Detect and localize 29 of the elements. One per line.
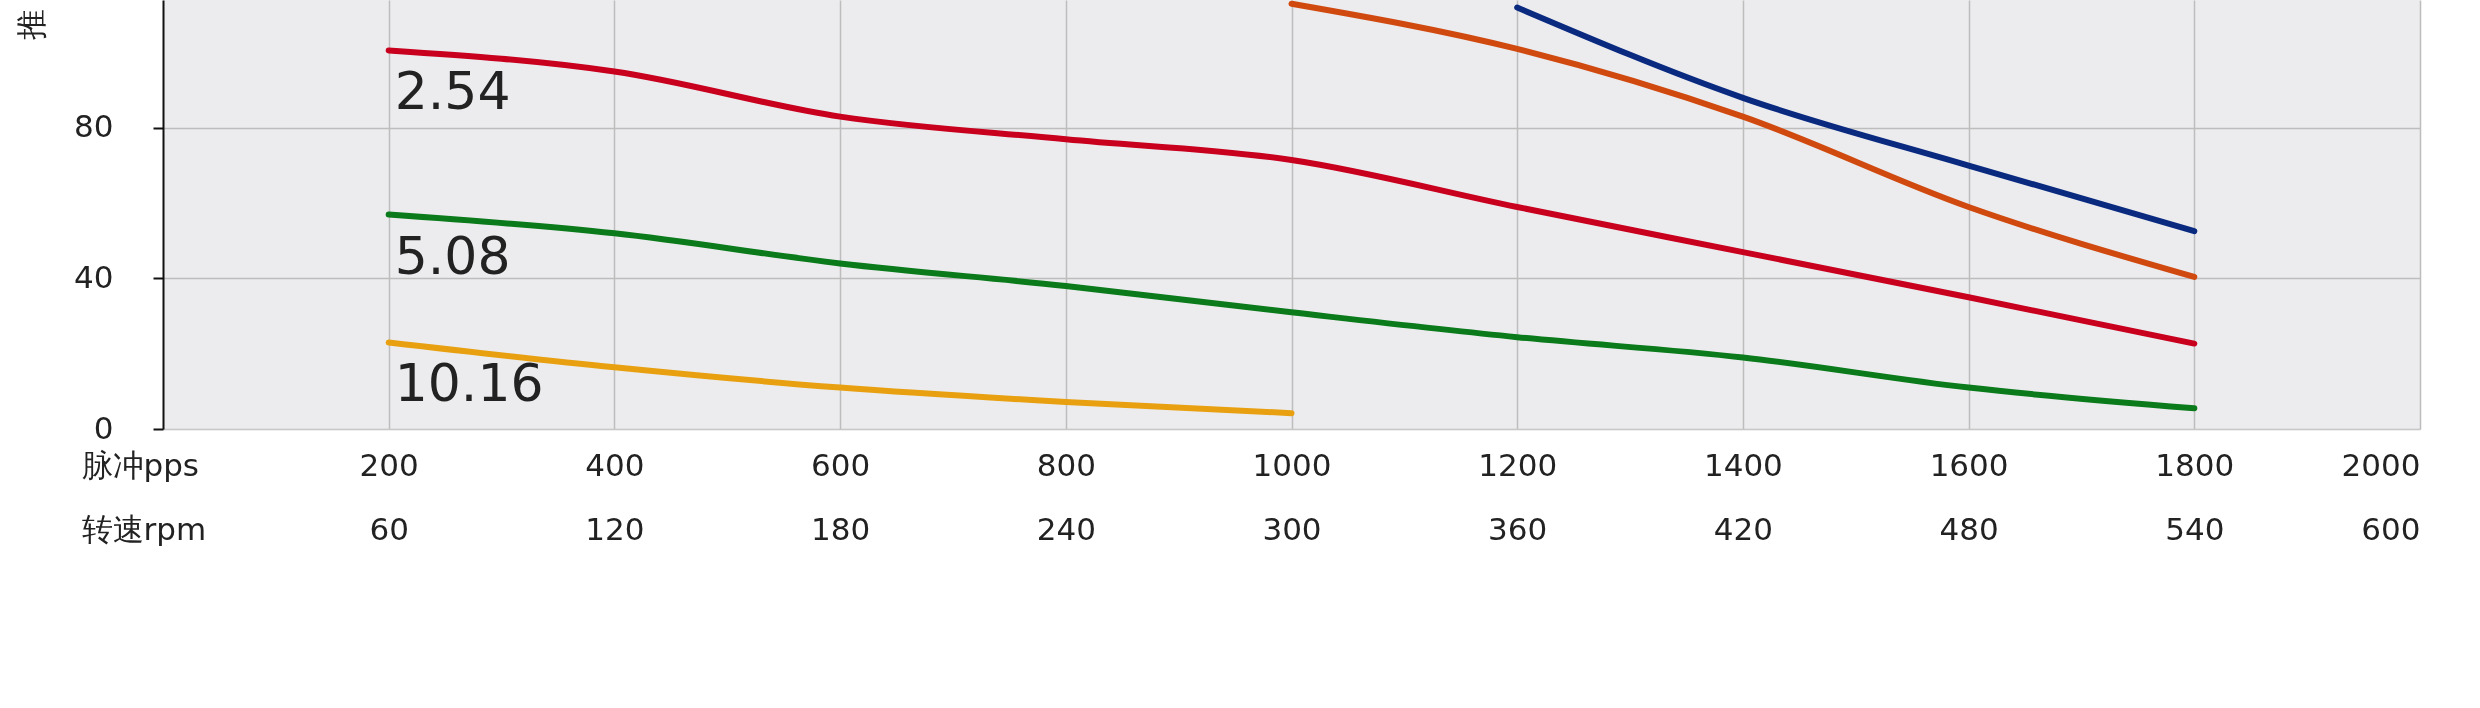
x-tick-label: 1600 [1929, 446, 2009, 483]
y-axis-title: 推 [12, 8, 49, 40]
x-tick-label: 1400 [1703, 446, 1783, 483]
x2-tick-label: 300 [1262, 510, 1322, 547]
x2-tick-label: 60 [369, 510, 409, 547]
series-label: 5.08 [394, 225, 511, 286]
y-tick-label: 80 [74, 108, 114, 145]
x2-tick-label: 180 [811, 510, 871, 547]
y-tick-label: 40 [74, 258, 114, 295]
y-tick-label: 0 [93, 409, 114, 446]
x2-tick-label: 360 [1488, 510, 1548, 547]
x-tick-label: 600 [811, 446, 871, 483]
x-tick-label: 400 [585, 446, 645, 483]
x2-tick-label: 240 [1036, 510, 1096, 547]
x2-tick-label: 480 [1939, 510, 1999, 547]
x2-tick-label: 540 [2165, 510, 2225, 547]
x-axis-title: 脉冲pps [81, 446, 200, 483]
x2-axis-title: 转速rpm [81, 510, 207, 547]
x-tick-label: 200 [359, 446, 419, 483]
x2-tick-label: 600 [2361, 510, 2421, 547]
x-tick-label: 800 [1036, 446, 1096, 483]
series-label: 2.54 [394, 61, 511, 122]
x-tick-label: 2000 [2341, 446, 2421, 483]
x2-tick-label: 120 [585, 510, 645, 547]
series-label: 10.16 [394, 353, 544, 414]
x-tick-label: 1000 [1252, 446, 1332, 483]
x2-tick-label: 420 [1713, 510, 1773, 547]
x-tick-label: 1200 [1478, 446, 1558, 483]
x-tick-label: 1800 [2155, 446, 2235, 483]
